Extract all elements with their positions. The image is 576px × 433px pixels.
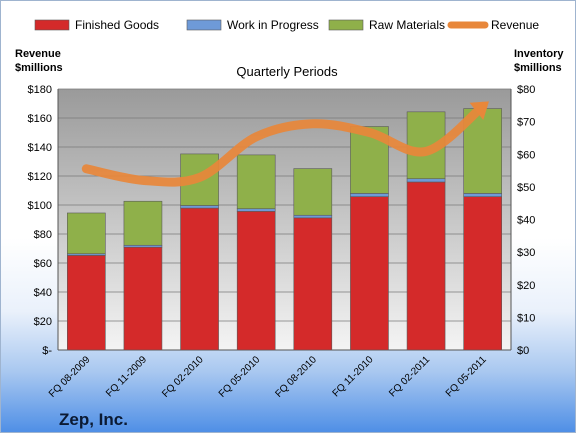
bar-finished-goods — [67, 255, 106, 351]
category-label: FQ 05-2011 — [444, 354, 489, 399]
right-tick-label: $0 — [517, 345, 529, 357]
bar-finished-goods — [350, 196, 389, 351]
right-tick-label: $50 — [517, 182, 535, 194]
bar-raw-materials — [236, 154, 276, 210]
right-tick-label: $40 — [517, 215, 535, 227]
bar-finished-goods — [236, 211, 276, 351]
right-tick-label: $60 — [517, 149, 535, 161]
bar-work-in-progress — [236, 208, 276, 212]
bar-work-in-progress — [406, 178, 446, 183]
legend: Finished Goods Work in Progress Raw Materi… — [34, 18, 539, 32]
right-tick-label: $30 — [517, 247, 535, 259]
left-axis-title-line1: Revenue — [15, 48, 61, 60]
left-tick-label: $20 — [34, 316, 52, 328]
chart-subtitle: Quarterly Periods — [236, 64, 338, 79]
left-tick-label: $140 — [28, 142, 52, 154]
bar-raw-materials — [123, 200, 163, 246]
right-tick-label: $10 — [517, 312, 535, 324]
category-label: FQ 08-2010 — [273, 354, 319, 400]
bar-layer — [67, 108, 502, 351]
company-name: Zep, Inc. — [59, 410, 128, 429]
category-label: FQ 05-2010 — [217, 354, 263, 400]
legend-label-raw-materials: Raw Materials — [369, 18, 445, 32]
bar-raw-materials — [67, 212, 106, 255]
revenue-line-layer — [81, 101, 489, 187]
category-label: FQ 08-2009 — [47, 354, 93, 400]
bar-finished-goods — [463, 196, 502, 351]
left-tick-label: $60 — [34, 258, 52, 270]
legend-label-work-in-progress: Work in Progress — [227, 18, 319, 32]
revenue-arrowhead — [469, 101, 489, 120]
legend-swatch-finished-goods — [34, 19, 70, 31]
left-tick-label: $40 — [34, 287, 52, 299]
category-label: FQ 11-2009 — [104, 354, 149, 399]
left-tick-label: $- — [42, 345, 52, 357]
legend-label-finished-goods: Finished Goods — [75, 18, 159, 32]
right-tick-label: $80 — [517, 84, 535, 96]
left-tick-label: $120 — [28, 171, 52, 183]
bar-work-in-progress — [293, 214, 333, 219]
left-tick-label: $180 — [28, 84, 52, 96]
bar-finished-goods — [180, 207, 219, 351]
category-label: FQ 11-2010 — [331, 354, 376, 399]
bar-work-in-progress — [180, 205, 219, 209]
bar-work-in-progress — [350, 193, 389, 197]
right-tick-label: $20 — [517, 280, 535, 292]
bar-work-in-progress — [463, 193, 502, 197]
right-axis-title-line1: Inventory — [514, 48, 564, 60]
revenue-line — [81, 101, 488, 187]
right-axis-title-line2: $millions — [514, 62, 562, 74]
bar-finished-goods — [123, 246, 163, 351]
bar-raw-materials — [350, 126, 389, 194]
bar-finished-goods — [406, 181, 446, 351]
category-label: FQ 02-2011 — [387, 354, 432, 399]
legend-label-revenue: Revenue — [491, 18, 539, 32]
legend-swatch-work-in-progress — [186, 19, 222, 31]
bar-finished-goods — [293, 217, 333, 351]
left-tick-label: $160 — [28, 113, 52, 125]
category-label: FQ 02-2010 — [160, 354, 206, 400]
bar-raw-materials — [293, 168, 333, 216]
left-tick-label: $100 — [28, 200, 52, 212]
legend-swatch-raw-materials — [328, 19, 364, 31]
left-axis-title-line2: $millions — [15, 62, 63, 74]
left-tick-label: $80 — [34, 229, 52, 241]
right-tick-label: $70 — [517, 117, 535, 129]
